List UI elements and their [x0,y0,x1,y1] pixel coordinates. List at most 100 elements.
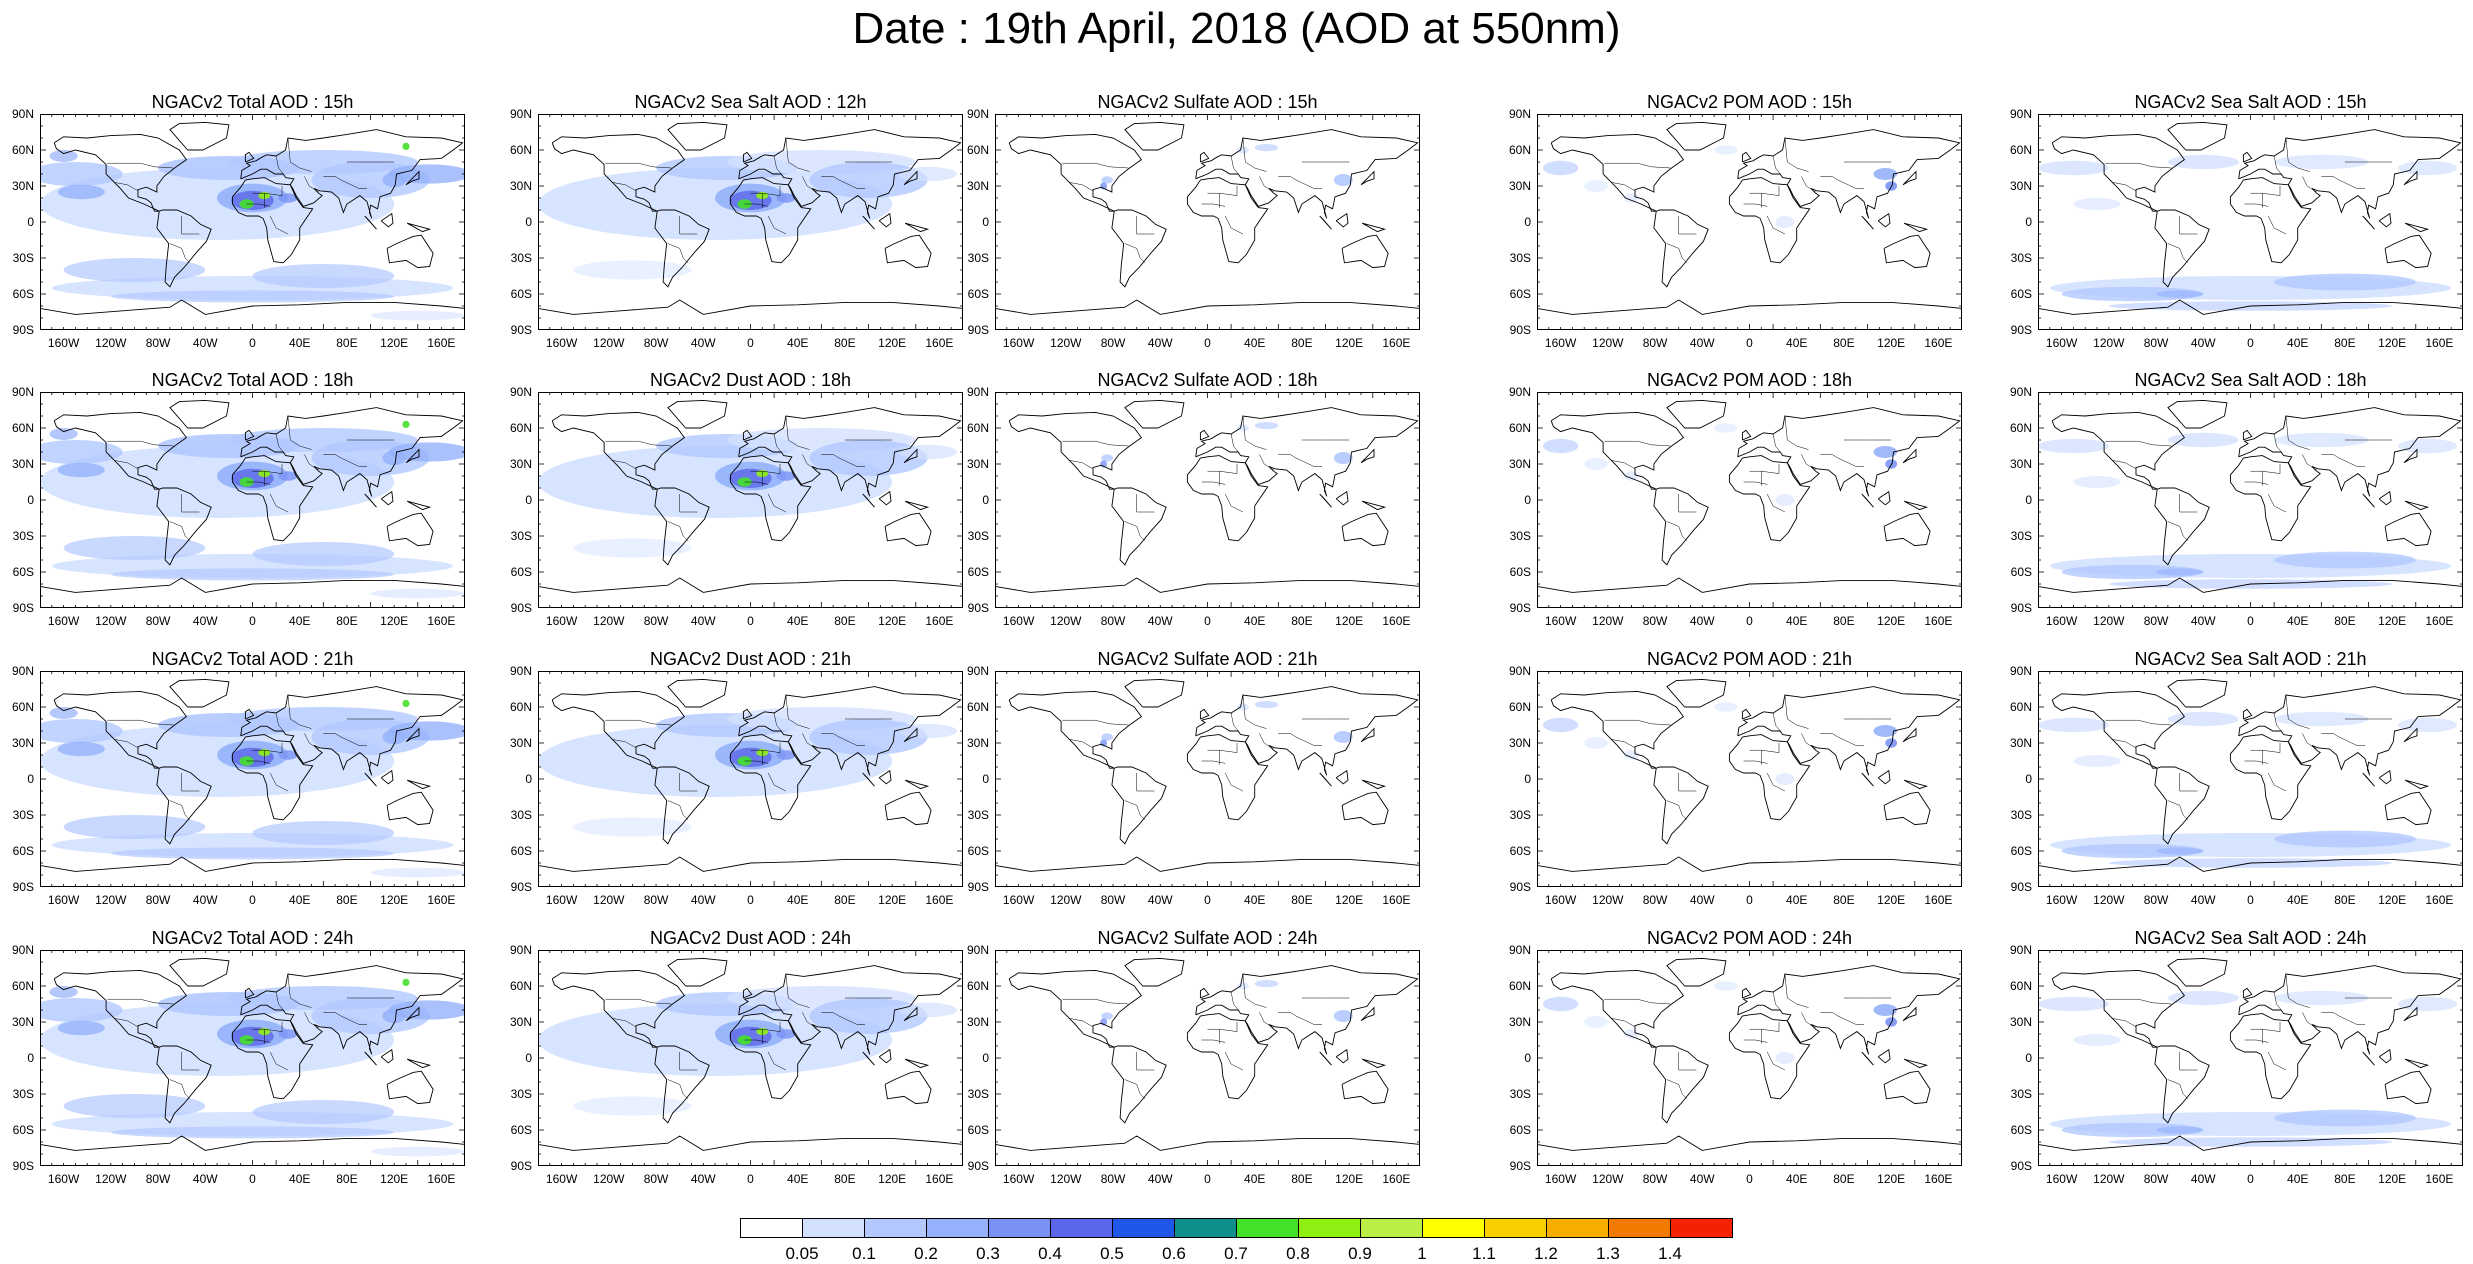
lat-label: 90S [967,323,989,337]
country-border [2244,481,2269,485]
country-border [2244,760,2269,764]
country-border [1604,162,1671,169]
country-border [1219,186,1238,196]
coastline [1199,151,1210,163]
lon-label: 120E [1335,893,1364,907]
aod-patch [49,150,78,162]
country-border [2338,457,2365,467]
lon-label: 40W [2190,893,2216,907]
country-border [2250,1028,2263,1044]
country-border [275,155,284,175]
country-border [679,773,698,792]
lon-label: 120W [593,614,625,628]
coastline [1195,129,1419,219]
aod-patch [2398,717,2458,733]
coastline [2242,708,2253,720]
country-border [323,176,342,181]
country-border [2267,1051,2287,1071]
colorbar-swatch [1050,1218,1113,1238]
lon-label: 40W [1689,614,1715,628]
coastline [1861,493,1874,508]
lon-label: 120W [593,336,625,350]
country-border [1743,1039,1768,1043]
coastline [742,987,753,999]
aod-patch [1775,216,1795,228]
country-border [252,749,265,765]
coastline [405,727,420,743]
lat-label: 60S [2010,844,2032,858]
lon-label: 80W [643,1172,669,1186]
country-border [340,179,367,189]
country-border [2167,800,2189,820]
country-border [275,433,284,453]
country-border [785,694,810,729]
lon-label: 160E [925,893,954,907]
panel-title: NGACv2 Dust AOD : 24h [649,928,852,948]
lon-label: 160W [1544,614,1577,628]
country-border [744,760,769,764]
country-border [2105,998,2172,1005]
coastline [1124,121,1185,151]
lon-label: 40W [2190,614,2216,628]
lon-label: 40E [2287,893,2309,907]
map-panel-seasalt-0: NGACv2 Sea Salt AOD : 15h 90N 60N 30N 0 30S 60… [2010,92,2463,350]
coastline [1360,1006,1375,1022]
lat-label: 90N [1508,385,1531,399]
lat-label: 60N [2009,421,2032,435]
coastline [654,1045,710,1124]
aod-patch [2156,847,2204,855]
figure-title: Date : 19th April, 2018 (AOD at 550nm) [852,4,1621,53]
country-border [762,464,781,474]
coastline [1195,407,1419,497]
country-border [1749,749,1762,765]
country-border [1259,176,1274,193]
country-border [2273,991,2282,1011]
aod-patch [63,536,206,560]
colorbar-label: 1.2 [1534,1244,1558,1263]
country-border [264,743,283,753]
lon-label: 40W [192,614,218,628]
coastline [1861,1051,1874,1066]
aod-patch [2061,286,2204,302]
panel-title: NGACv2 Sea Salt AOD : 18h [2134,370,2367,390]
aod-patch [57,741,105,757]
lat-label: 30S [12,529,34,543]
country-border [2321,176,2340,181]
coastline [1861,215,1874,230]
aod-patch [40,998,123,1022]
lat-label: 30S [967,529,989,543]
lat-label: 30N [966,1015,989,1029]
aod-patch [49,986,78,998]
aod-patch [776,193,796,203]
aod-field-layer [40,121,465,321]
lat-label: 60S [510,287,532,301]
lon-label: 160W [545,893,578,907]
aod-field-layer [1537,678,1962,872]
country-border [1801,733,1816,750]
lon-label: 160W [47,614,80,628]
aod-patch [49,428,78,440]
lon-label: 0 [2247,614,2254,628]
map-panel-total-0: NGACv2 Total AOD : 15h 90N 60N 30N 0 30S 60S 90… [12,92,465,350]
country-border [2167,521,2189,541]
coastline [53,411,188,490]
lon-label: 0 [747,336,754,350]
lat-label: 30N [11,736,34,750]
aod-field-layer [2038,678,2463,872]
country-border [107,440,174,447]
coastline [654,766,710,845]
coastline [1653,209,1709,288]
country-border [767,1051,787,1071]
coastline [878,212,892,228]
coastline [1877,490,1891,506]
country-border [767,772,787,792]
coastline [1186,177,1269,264]
country-border [1772,991,1781,1011]
lat-label: 30S [2010,808,2032,822]
aod-patch [2073,1034,2121,1046]
lat-label: 60S [967,287,989,301]
colorbar-label: 1.4 [1658,1244,1682,1263]
country-border [107,162,174,169]
panel-title: NGACv2 Sulfate AOD : 15h [1097,92,1318,112]
